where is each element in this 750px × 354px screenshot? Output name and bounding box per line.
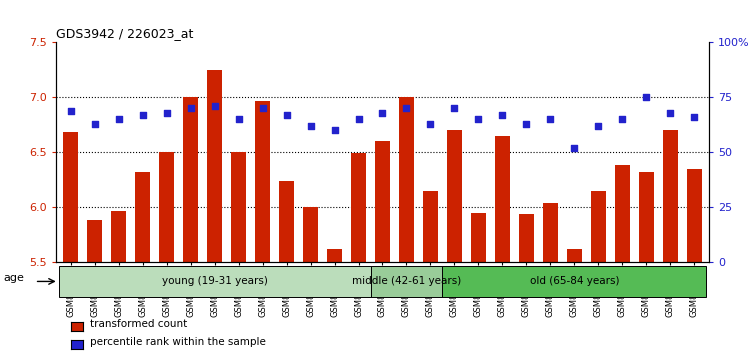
Bar <box>88 220 102 262</box>
Point <box>352 116 364 122</box>
Point <box>472 116 484 122</box>
Bar <box>639 172 653 262</box>
Bar <box>375 141 390 262</box>
Point <box>184 105 196 111</box>
Point <box>400 105 412 111</box>
Bar <box>423 190 438 262</box>
Point <box>64 108 76 113</box>
Text: young (19-31 years): young (19-31 years) <box>162 276 268 286</box>
Bar <box>351 153 366 262</box>
Text: old (65-84 years): old (65-84 years) <box>530 276 620 286</box>
Point <box>520 121 532 126</box>
Bar <box>208 70 222 262</box>
Bar <box>231 152 246 262</box>
Point <box>112 116 125 122</box>
Point <box>280 112 292 118</box>
Bar <box>184 97 198 262</box>
Point <box>376 110 388 115</box>
Point <box>88 121 101 126</box>
Bar <box>399 97 414 262</box>
Point <box>328 127 340 133</box>
Point <box>256 105 268 111</box>
Text: percentile rank within the sample: percentile rank within the sample <box>90 337 266 347</box>
Point <box>640 95 652 100</box>
Bar <box>471 212 486 262</box>
Text: middle (42-61 years): middle (42-61 years) <box>352 276 461 286</box>
Point <box>664 110 676 115</box>
Bar <box>495 136 510 262</box>
Bar <box>255 101 270 262</box>
Bar <box>567 249 581 262</box>
Point <box>544 116 556 122</box>
Bar <box>279 181 294 262</box>
Text: transformed count: transformed count <box>90 319 188 329</box>
Bar <box>519 214 534 262</box>
Bar <box>370 266 442 297</box>
Point <box>424 121 436 126</box>
Point <box>209 103 220 109</box>
Bar <box>327 249 342 262</box>
Bar <box>112 211 126 262</box>
Bar <box>447 130 462 262</box>
Bar <box>615 165 629 262</box>
Bar <box>543 203 557 262</box>
Point <box>448 105 460 111</box>
Point <box>616 116 628 122</box>
Point <box>160 110 172 115</box>
Bar <box>303 207 318 262</box>
Bar <box>591 190 605 262</box>
Point <box>136 112 148 118</box>
Bar <box>58 266 370 297</box>
Point <box>496 112 508 118</box>
Bar <box>687 169 701 262</box>
Point <box>568 145 580 151</box>
Point <box>592 123 604 129</box>
Bar <box>136 172 150 262</box>
Bar <box>663 130 677 262</box>
Point <box>688 114 700 120</box>
Point <box>304 123 316 129</box>
Text: age: age <box>4 273 25 283</box>
Point <box>232 116 244 122</box>
Bar <box>160 152 174 262</box>
Text: GDS3942 / 226023_at: GDS3942 / 226023_at <box>56 27 194 40</box>
Bar <box>442 266 706 297</box>
Bar <box>64 132 78 262</box>
